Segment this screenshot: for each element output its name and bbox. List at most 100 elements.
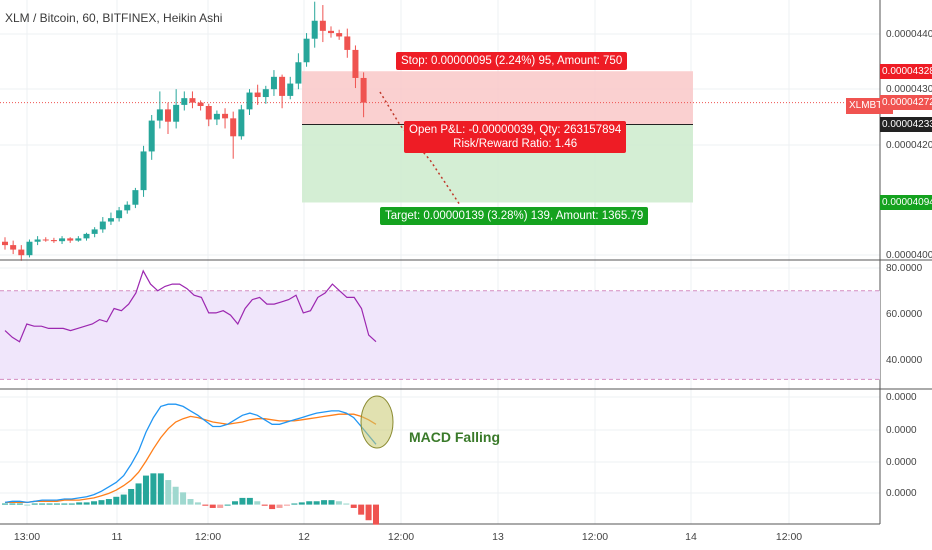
candle-body: [148, 120, 155, 152]
macd-histogram-bar: [291, 503, 298, 505]
candle-body: [156, 109, 163, 121]
candle-body: [10, 245, 17, 250]
open-pnl-label[interactable]: Open P&L: -0.00000039, Qty: 263157894 Ri…: [404, 121, 627, 153]
macd-histogram-bar: [24, 504, 31, 506]
time-axis-tick: 12:00: [387, 531, 415, 543]
macd-histogram-bar: [194, 502, 201, 505]
macd-histogram-bar: [31, 503, 38, 505]
candle-body: [91, 229, 98, 234]
price-tag-entry: 0.00004233: [880, 117, 932, 132]
macd-histogram-bar: [9, 503, 16, 505]
macd-histogram-bar: [128, 488, 135, 505]
macd-histogram-bar: [313, 501, 320, 505]
candle-body: [83, 233, 90, 239]
macd-histogram-bar: [105, 499, 112, 505]
macd-histogram-bar: [53, 503, 60, 505]
candle-body: [270, 76, 277, 90]
candle-body: [238, 109, 245, 137]
candle-body: [279, 76, 286, 96]
macd-histogram-bar: [276, 504, 283, 508]
candle-body: [246, 92, 253, 110]
candle-body: [34, 239, 41, 242]
macd-axis-tick: 0.0000: [886, 392, 917, 403]
candle-body: [262, 89, 269, 98]
candle-body: [67, 238, 74, 241]
macd-histogram-bar: [150, 473, 157, 505]
macd-histogram-bar: [187, 499, 194, 505]
macd-histogram-bar: [165, 480, 172, 505]
price-tag-current: 0.00004272: [880, 95, 932, 111]
candle-body: [42, 239, 49, 241]
candle-body: [360, 77, 367, 103]
macd-histogram-bar: [365, 504, 372, 521]
candle-body: [107, 218, 114, 222]
risk-reward-text: Risk/Reward Ratio: 1.46: [453, 138, 578, 150]
macd-histogram-bar: [321, 500, 328, 505]
macd-histogram-bar: [172, 486, 179, 505]
candle-body: [328, 30, 334, 34]
macd-highlight-ellipse: [360, 395, 394, 449]
chart-title: XLM / Bitcoin, 60, BITFINEX, Heikin Ashi: [5, 11, 223, 25]
time-axis-tick: 13:00: [13, 531, 41, 543]
macd-histogram-bar: [120, 494, 127, 505]
candle-body: [2, 241, 8, 246]
candle-body: [99, 221, 106, 230]
candle-body: [75, 238, 82, 241]
candle-body: [189, 98, 196, 103]
macd-histogram-bar: [209, 504, 216, 508]
rsi-line: [4, 269, 377, 343]
time-axis-tick: 13: [492, 531, 504, 543]
open-pnl-text: Open P&L: -0.00000039, Qty: 263157894: [409, 124, 622, 136]
macd-histogram-bar: [113, 496, 120, 505]
macd-histogram-bar: [202, 504, 209, 506]
macd-histogram-bar: [217, 504, 224, 508]
macd-histogram-bar: [76, 502, 83, 505]
stop-zone: [302, 71, 693, 125]
candle-body: [50, 240, 57, 242]
candle-body: [230, 118, 237, 137]
time-axis-tick: 12: [298, 531, 310, 543]
macd-histogram-bar: [298, 502, 305, 505]
candle-body: [295, 62, 302, 84]
time-axis-tick: 14: [685, 531, 697, 543]
candle-body: [287, 83, 294, 96]
time-axis-tick: 12:00: [775, 531, 803, 543]
macd-histogram-bar: [224, 504, 231, 506]
take-profit-label[interactable]: Target: 0.00000139 (3.28%) 139, Amount: …: [380, 207, 649, 225]
macd-histogram-bar: [2, 503, 8, 505]
macd-histogram-bar: [83, 502, 90, 505]
candle-body: [205, 106, 212, 120]
macd-histogram-bar: [261, 504, 268, 506]
candle-body: [336, 33, 343, 37]
candle-body: [254, 92, 261, 98]
candle-body: [132, 190, 139, 205]
candle-body: [181, 98, 188, 105]
macd-histogram-bar: [343, 503, 350, 505]
macd-axis-tick: 0.0000: [886, 457, 917, 468]
macd-histogram-bar: [246, 497, 253, 505]
macd-histogram-bar: [239, 497, 246, 505]
candle-body: [165, 109, 171, 122]
rsi-axis-tick: 60.0000: [886, 309, 923, 320]
price-tag-stop: 0.00004328: [880, 63, 932, 79]
macd-histogram-bar: [46, 503, 53, 505]
macd-histogram-bar: [306, 501, 313, 505]
candle-body: [59, 238, 66, 242]
candle-body: [18, 249, 25, 256]
stop-loss-label[interactable]: Stop: 0.00000095 (2.24%) 95, Amount: 750: [396, 52, 628, 70]
macd-histogram-bar: [232, 501, 239, 505]
rsi-band: [0, 290, 880, 380]
macd-histogram-bar: [335, 501, 342, 505]
candle-body: [116, 210, 123, 219]
candle-body: [303, 38, 310, 63]
time-axis-tick: 11: [111, 531, 123, 543]
macd-histogram-bar: [328, 500, 335, 505]
candle-body: [222, 113, 229, 119]
candle-body: [26, 241, 33, 256]
candle-body: [173, 104, 180, 122]
rsi-axis-tick: 40.0000: [886, 355, 923, 366]
macd-falling-annotation: MACD Falling: [409, 429, 500, 445]
